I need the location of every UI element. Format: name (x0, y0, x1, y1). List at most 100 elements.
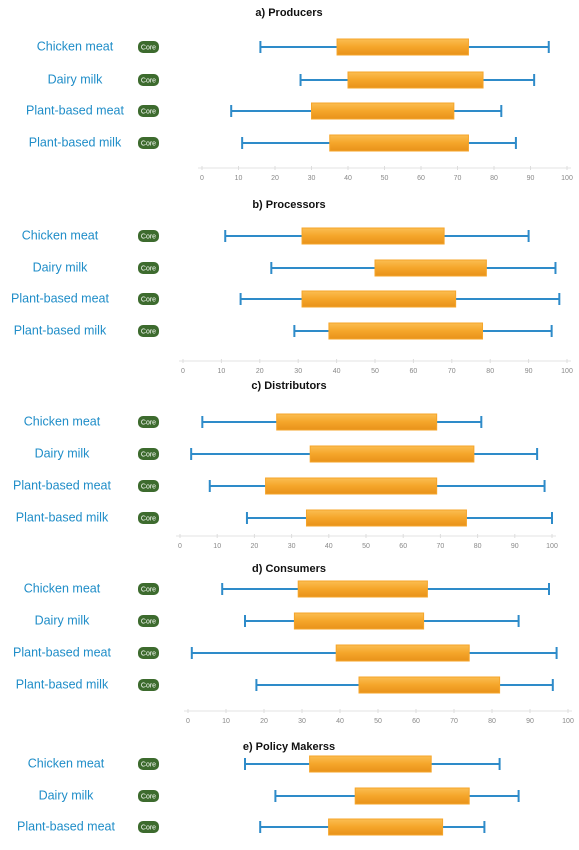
badge-label: Core (141, 761, 156, 768)
x-tick-label: 60 (417, 175, 425, 182)
x-tick-label: 40 (333, 368, 341, 375)
x-tick-label: 30 (294, 368, 302, 375)
badge-label: Core (141, 328, 156, 335)
x-tick-label: 100 (562, 718, 574, 725)
category-label: Chicken meat (28, 756, 105, 770)
category-label: Chicken meat (24, 414, 101, 428)
box (301, 290, 457, 308)
box (328, 818, 444, 836)
badge-label: Core (141, 586, 156, 593)
x-tick-label: 70 (437, 543, 445, 550)
badge (138, 74, 159, 86)
category-label: Chicken meat (24, 581, 101, 595)
x-tick-label: 90 (527, 175, 535, 182)
category-label: Dairy milk (35, 446, 91, 460)
badge (138, 790, 159, 802)
category-label: Dairy milk (39, 788, 95, 802)
x-tick-label: 10 (222, 718, 230, 725)
x-tick-label: 100 (546, 543, 558, 550)
x-tick-label: 60 (412, 718, 420, 725)
x-tick-label: 40 (336, 718, 344, 725)
panel-title: a) Producers (255, 7, 322, 19)
x-tick-label: 50 (371, 368, 379, 375)
x-tick-label: 90 (526, 718, 534, 725)
x-tick-label: 80 (490, 175, 498, 182)
badge-label: Core (141, 618, 156, 625)
badge-label: Core (141, 44, 156, 51)
badge-label: Core (141, 77, 156, 84)
x-tick-label: 10 (218, 368, 226, 375)
category-label: Plant-based meat (17, 819, 116, 833)
badge (138, 647, 159, 659)
badge-label: Core (141, 233, 156, 240)
badge-label: Core (141, 515, 156, 522)
badge (138, 262, 159, 274)
box (311, 102, 455, 120)
badge (138, 821, 159, 833)
x-tick-label: 20 (271, 175, 279, 182)
badge-label: Core (141, 140, 156, 147)
x-tick-label: 20 (251, 543, 259, 550)
x-tick-label: 100 (561, 175, 573, 182)
box (293, 612, 425, 630)
category-label: Plant-based milk (16, 510, 109, 524)
x-tick-label: 70 (450, 718, 458, 725)
badge (138, 480, 159, 492)
category-label: Plant-based meat (13, 478, 112, 492)
badge (138, 615, 159, 627)
x-tick-label: 90 (511, 543, 519, 550)
badge (138, 137, 159, 149)
category-label: Dairy milk (48, 72, 104, 86)
badge (138, 325, 159, 337)
category-label: Plant-based milk (14, 323, 107, 337)
badge (138, 583, 159, 595)
category-label: Plant-based meat (13, 645, 112, 659)
x-tick-label: 80 (474, 543, 482, 550)
x-tick-label: 60 (410, 368, 418, 375)
x-tick-label: 90 (525, 368, 533, 375)
box (335, 644, 470, 662)
badge-label: Core (141, 793, 156, 800)
x-tick-label: 10 (213, 543, 221, 550)
box (305, 509, 467, 527)
category-label: Plant-based meat (11, 291, 110, 305)
badge-label: Core (141, 419, 156, 426)
x-tick-label: 50 (374, 718, 382, 725)
category-label: Plant-based milk (16, 677, 109, 691)
badge (138, 448, 159, 460)
category-label: Plant-based milk (29, 135, 122, 149)
x-tick-label: 50 (381, 175, 389, 182)
panel-title: e) Policy Makerss (243, 741, 335, 753)
x-tick-label: 40 (344, 175, 352, 182)
x-tick-label: 0 (200, 175, 204, 182)
badge (138, 105, 159, 117)
box (354, 787, 470, 805)
x-tick-label: 100 (561, 368, 573, 375)
box (309, 755, 432, 773)
badge (138, 679, 159, 691)
badge-label: Core (141, 265, 156, 272)
x-tick-label: 20 (260, 718, 268, 725)
badge-label: Core (141, 108, 156, 115)
box (265, 477, 438, 495)
category-label: Plant-based meat (26, 103, 125, 117)
x-tick-label: 80 (486, 368, 494, 375)
badge (138, 512, 159, 524)
category-label: Dairy milk (35, 613, 91, 627)
box (329, 134, 469, 152)
x-tick-label: 30 (308, 175, 316, 182)
badge-label: Core (141, 682, 156, 689)
box (301, 227, 445, 245)
badge-label: Core (141, 650, 156, 657)
box (374, 259, 487, 277)
badge-label: Core (141, 296, 156, 303)
box (297, 580, 428, 598)
badge-label: Core (141, 451, 156, 458)
x-tick-label: 0 (178, 543, 182, 550)
x-tick-label: 0 (186, 718, 190, 725)
x-tick-label: 10 (235, 175, 243, 182)
x-tick-label: 60 (399, 543, 407, 550)
x-tick-label: 20 (256, 368, 264, 375)
x-tick-label: 40 (325, 543, 333, 550)
